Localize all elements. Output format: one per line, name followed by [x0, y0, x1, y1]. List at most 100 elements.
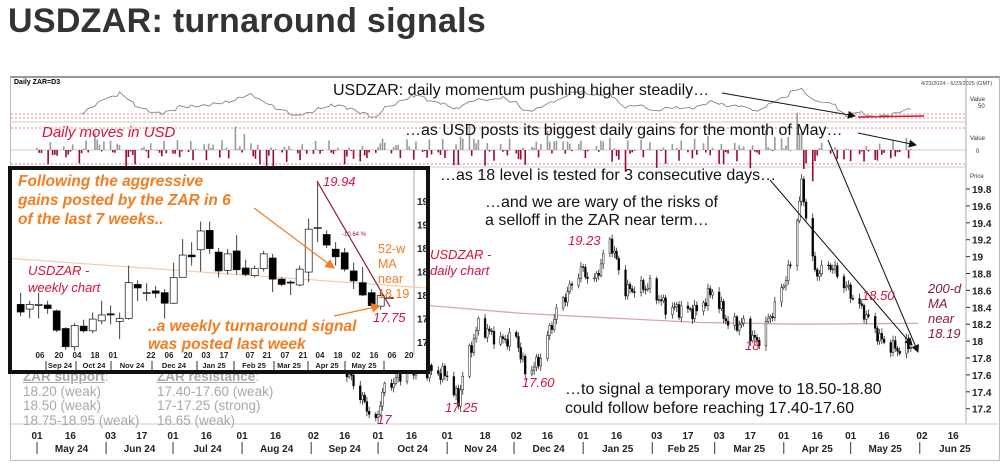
candle: [602, 253, 605, 265]
price-tick-label: 17.8: [972, 354, 992, 365]
daily-move-bar: [488, 150, 491, 152]
daily-move-bar: [551, 150, 553, 154]
daily-move-bar: [192, 150, 194, 161]
daily-move-bar: [241, 150, 243, 153]
daily-move-bar: [181, 150, 183, 152]
date-tick-label: 16: [270, 431, 282, 442]
daily-move-bar: [818, 147, 821, 150]
weekly-candle: [16, 304, 25, 313]
daily-move-bar: [742, 146, 745, 150]
daily-move-bar: [506, 150, 509, 156]
annotation-arrow: [721, 92, 856, 119]
weekly-candle: [25, 304, 34, 310]
weekly-candle: [250, 268, 259, 276]
daily-move-bar: [428, 139, 431, 150]
month-label: Apr 25: [802, 444, 834, 455]
daily-move-bar: [595, 145, 598, 150]
daily-move-bar: [301, 144, 304, 150]
daily-move-bar: [896, 150, 899, 153]
candle: [894, 340, 897, 349]
daily-move-bar: [207, 143, 210, 150]
daily-move-bar: [687, 150, 689, 153]
candle: [361, 394, 364, 400]
date-tick-label: 01: [778, 431, 790, 442]
daily-move-bar: [782, 148, 785, 150]
weekly-candle: [331, 248, 340, 258]
orange-arrow: [253, 207, 335, 269]
daily-move-bar: [865, 146, 868, 150]
daily-move-bar: [243, 134, 246, 150]
weekly-date-tick: 04: [73, 351, 82, 360]
date-tick-label: 01: [373, 431, 385, 442]
daily-move-bar: [118, 144, 121, 150]
daily-move-bar: [858, 150, 861, 155]
daily-move-bar: [80, 150, 83, 154]
daily-move-bar: [774, 136, 776, 150]
candle: [555, 307, 558, 320]
weekly-date-tick: 03: [202, 351, 211, 360]
weekly-month-label: Dec 24: [162, 361, 187, 370]
candle: [459, 389, 462, 407]
candle: [706, 288, 710, 307]
ma200-line-3: near: [928, 311, 955, 326]
daily-move-bar: [754, 150, 756, 152]
weekly-low-label: 17.75: [373, 310, 406, 325]
daily-move-bar: [702, 143, 705, 150]
axis-caption: Price: [970, 174, 984, 180]
daily-move-bar: [889, 150, 892, 159]
candle: [671, 307, 674, 315]
candle: [689, 308, 692, 310]
candle: [878, 333, 881, 342]
daily-move-bar: [314, 140, 317, 150]
daily-move-bar: [725, 150, 727, 153]
candle: [582, 266, 585, 268]
axis-caption: 0: [976, 149, 980, 155]
candle: [733, 316, 736, 326]
daily-move-bar: [678, 150, 680, 161]
daily-move-bar: [408, 146, 411, 150]
candle: [764, 321, 768, 346]
weekly-candle: [268, 257, 277, 280]
daily-move-bar: [707, 135, 709, 150]
daily-move-bar: [508, 138, 511, 150]
daily-move-bar: [564, 150, 567, 154]
daily-move-bar: [218, 150, 221, 158]
daily-move-bar: [40, 150, 43, 154]
daily-move-bar: [161, 150, 163, 157]
candle: [740, 322, 743, 326]
weekly-month-label: Oct 24: [83, 361, 107, 370]
daily-move-bar: [256, 144, 259, 150]
weekly-candle: [133, 284, 142, 289]
daily-move-bar: [172, 150, 174, 154]
weekly-candle: [214, 251, 223, 272]
weekly-chart: 19.6 19.2 18.8 18.4 18 17.6 17.2 06 20 04 18 01 22 06…: [12, 170, 426, 370]
daily-move-bar: [696, 150, 698, 155]
candle: [365, 401, 369, 412]
momentum-line: [81, 87, 911, 118]
candle: [874, 316, 877, 329]
weekly-candle: [187, 254, 196, 258]
candle: [490, 330, 493, 332]
candle: [519, 347, 522, 360]
candle: [524, 355, 527, 375]
daily-move-bar: [430, 150, 433, 155]
daily-move-bar: [236, 148, 239, 150]
daily-move-bar: [660, 150, 662, 152]
daily-move-bar: [328, 140, 330, 150]
daily-move-bar: [330, 150, 333, 153]
daily-move-bar: [437, 150, 440, 153]
price-tick-label: 18: [972, 337, 984, 348]
label-17-60: 17.60: [522, 375, 555, 390]
daily-move-bar: [62, 146, 65, 150]
daily-move-bar: [769, 148, 772, 150]
daily-move-bar: [566, 141, 569, 150]
date-tick-label: 01: [167, 431, 179, 442]
daily-move-bar: [352, 150, 355, 159]
daily-move-bar: [132, 150, 134, 156]
weekly-candle: [97, 314, 106, 322]
daily-move-bar: [767, 147, 769, 150]
candle: [579, 266, 583, 279]
candle: [787, 264, 790, 281]
orange-arrow: [333, 303, 382, 317]
daily-move-bar: [820, 142, 823, 150]
